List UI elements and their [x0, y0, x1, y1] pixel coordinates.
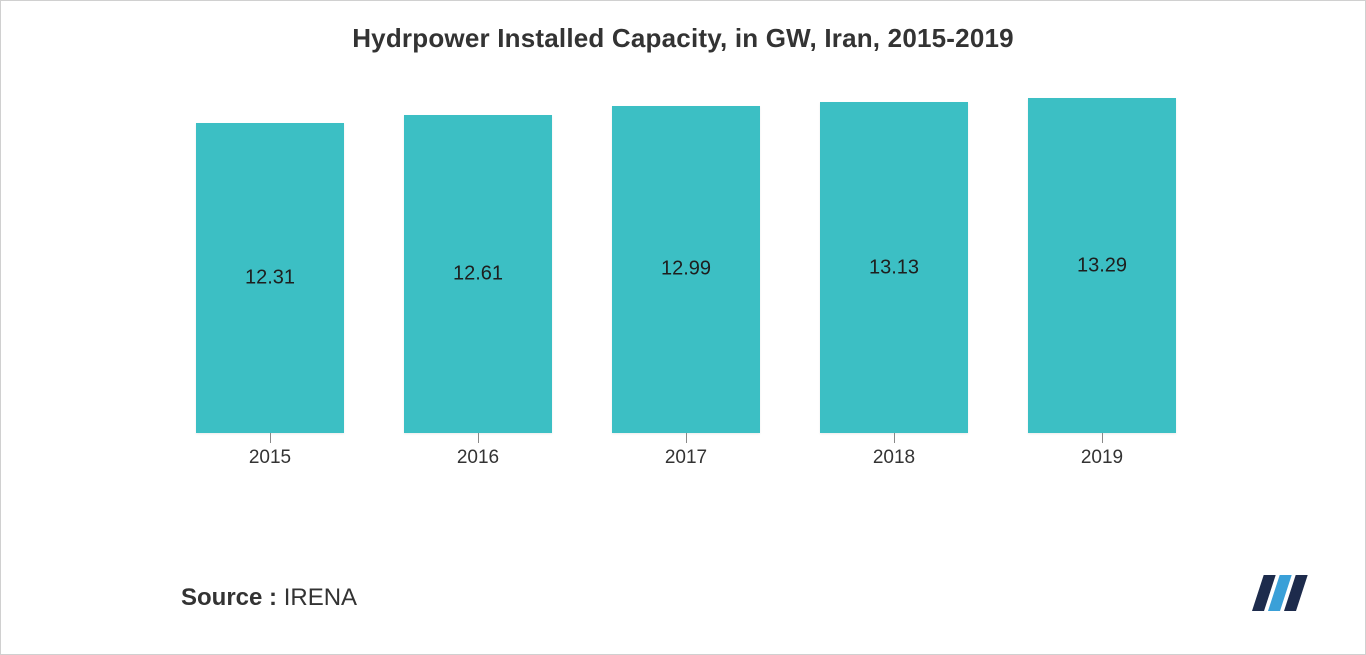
axis-item: 2019 [1028, 433, 1176, 477]
axis-category-label: 2016 [404, 447, 552, 469]
bar-value-label: 13.13 [820, 256, 968, 279]
axis-tick [1102, 433, 1103, 443]
axis-tick [270, 433, 271, 443]
chart-container: Hydrpower Installed Capacity, in GW, Ira… [0, 0, 1366, 655]
source-value: IRENA [284, 584, 357, 611]
bar-value-label: 12.31 [196, 267, 344, 290]
plot-area: 12.31 12.61 12.99 13.13 13.29 [196, 93, 1176, 453]
bar-slot: 13.13 [820, 102, 968, 433]
bar-2016: 12.61 [404, 115, 552, 433]
axis-category-label: 2018 [820, 447, 968, 469]
axis-tick [478, 433, 479, 443]
axis-item: 2016 [404, 433, 552, 477]
source-line: Source : IRENA [181, 584, 357, 612]
bar-2019: 13.29 [1028, 98, 1176, 433]
bar-group: 12.31 12.61 12.99 13.13 13.29 [196, 93, 1176, 433]
axis-item: 2015 [196, 433, 344, 477]
axis-item: 2018 [820, 433, 968, 477]
bar-2018: 13.13 [820, 102, 968, 433]
bar-value-label: 12.61 [404, 263, 552, 286]
bar-value-label: 13.29 [1028, 254, 1176, 277]
chart-title: Hydrpower Installed Capacity, in GW, Ira… [1, 1, 1365, 54]
x-axis: 2015 2016 2017 2018 2019 [196, 433, 1176, 477]
bar-2017: 12.99 [612, 106, 760, 433]
axis-category-label: 2017 [612, 447, 760, 469]
bar-slot: 12.99 [612, 106, 760, 433]
bar-value-label: 12.99 [612, 258, 760, 281]
source-label: Source : [181, 584, 277, 611]
bar-2015: 12.31 [196, 123, 344, 433]
axis-tick [894, 433, 895, 443]
axis-tick [686, 433, 687, 443]
bar-slot: 12.31 [196, 123, 344, 433]
axis-category-label: 2019 [1028, 447, 1176, 469]
bar-slot: 12.61 [404, 115, 552, 433]
bar-slot: 13.29 [1028, 98, 1176, 433]
brand-logo-icon [1247, 571, 1317, 620]
axis-item: 2017 [612, 433, 760, 477]
axis-category-label: 2015 [196, 447, 344, 469]
